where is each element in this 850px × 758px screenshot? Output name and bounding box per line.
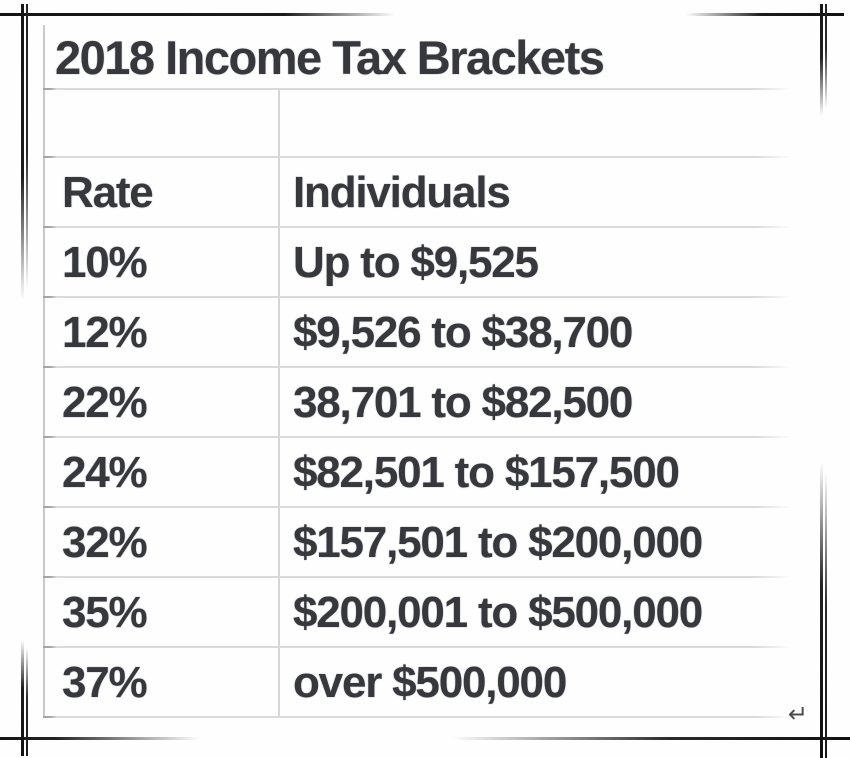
rate-cell: 10% xyxy=(62,238,148,287)
rate-cell: 24% xyxy=(62,448,148,497)
frame-top-left-stroke xyxy=(0,13,395,16)
grid-line xyxy=(43,226,792,228)
header-rate: Rate xyxy=(62,168,154,217)
table-row: 32% $157,501 to $200,000 xyxy=(43,508,792,578)
grid-line xyxy=(43,88,792,90)
rate-cell: 32% xyxy=(62,518,148,567)
paragraph-return-icon: ↵ xyxy=(788,700,809,728)
grid-line xyxy=(43,436,792,438)
table-header-row: Rate Individuals xyxy=(43,158,792,228)
frame-top-right-stroke xyxy=(686,13,844,16)
individuals-cell: 38,701 to $82,500 xyxy=(293,378,633,427)
individuals-cell: $200,001 to $500,000 xyxy=(293,588,703,637)
table-title-row: 2018 Income Tax Brackets xyxy=(43,25,792,90)
table-title: 2018 Income Tax Brackets xyxy=(55,31,605,84)
grid-line xyxy=(43,296,792,298)
frame-left-stroke-inner xyxy=(25,4,28,290)
table-row: 12% $9,526 to $38,700 xyxy=(43,298,792,368)
frame-right-bottom-stroke-inner xyxy=(824,472,827,758)
table-blank-row xyxy=(43,90,792,158)
frame-right-stroke-inner xyxy=(824,4,827,108)
frame-bottom-right-stroke xyxy=(452,737,850,740)
rate-cell: 35% xyxy=(62,588,148,637)
grid-line xyxy=(43,156,792,158)
individuals-cell: Up to $9,525 xyxy=(293,238,539,287)
frame-left-bottom-stroke-inner xyxy=(25,648,28,756)
frame-bottom-left-stroke xyxy=(0,737,200,740)
grid-line xyxy=(43,366,792,368)
table-row: 35% $200,001 to $500,000 xyxy=(43,578,792,648)
grid-line xyxy=(43,716,792,718)
individuals-cell: over $500,000 xyxy=(293,658,567,707)
frame-right-stroke xyxy=(820,4,823,116)
grid-line xyxy=(43,646,792,648)
tax-brackets-table: 2018 Income Tax Brackets Rate Individual… xyxy=(43,25,792,718)
grid-line xyxy=(43,576,792,578)
header-individuals: Individuals xyxy=(293,168,511,217)
frame-left-stroke xyxy=(21,4,24,300)
table-row: 37% over $500,000 xyxy=(43,648,792,718)
table-row: 10% Up to $9,525 xyxy=(43,228,792,298)
table-column-divider xyxy=(278,90,280,718)
table-row: 22% 38,701 to $82,500 xyxy=(43,368,792,438)
table-left-border xyxy=(43,25,45,718)
rate-cell: 37% xyxy=(62,658,148,707)
frame-right-bottom-stroke xyxy=(820,462,823,758)
table-row: 24% $82,501 to $157,500 xyxy=(43,438,792,508)
rate-cell: 12% xyxy=(62,308,148,357)
individuals-cell: $82,501 to $157,500 xyxy=(293,448,680,497)
frame-left-bottom-stroke xyxy=(21,640,24,756)
rate-cell: 22% xyxy=(62,378,148,427)
grid-line xyxy=(43,506,792,508)
individuals-cell: $9,526 to $38,700 xyxy=(293,308,633,357)
individuals-cell: $157,501 to $200,000 xyxy=(293,518,703,567)
